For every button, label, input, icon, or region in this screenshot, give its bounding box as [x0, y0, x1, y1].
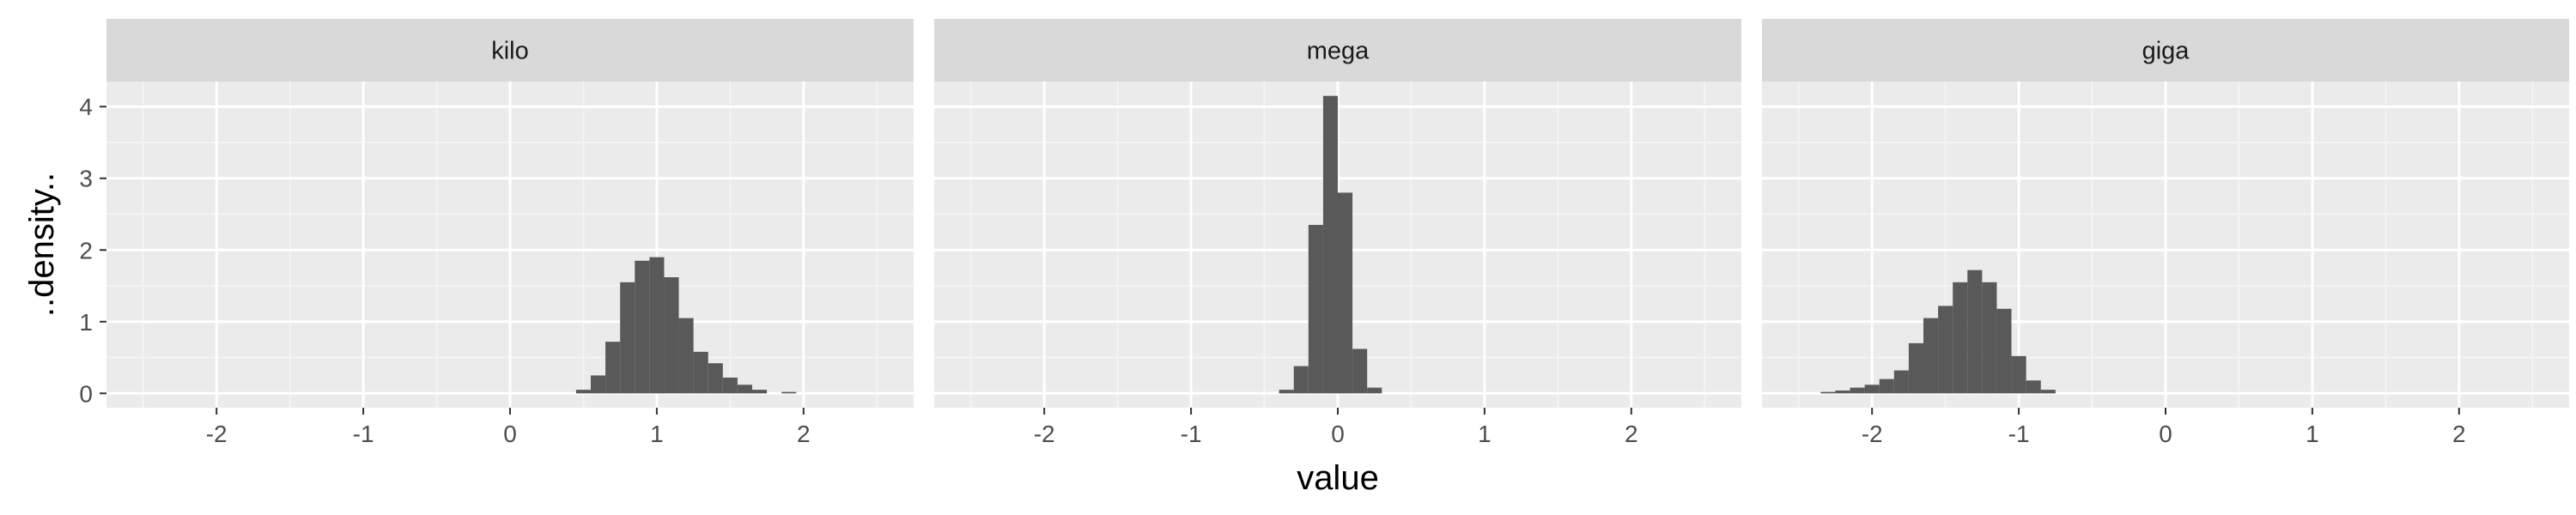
y-tick-label: 1	[79, 309, 93, 336]
x-tick-label: 1	[2306, 421, 2319, 447]
histogram-bar	[1279, 390, 1294, 394]
histogram-bar	[1864, 385, 1880, 394]
x-tick-label: -2	[1862, 421, 1883, 447]
y-tick-label: 2	[79, 237, 93, 264]
histogram-bar	[1923, 318, 1939, 394]
x-tick-label: -2	[206, 421, 228, 447]
facet-strip-label: mega	[1307, 38, 1370, 65]
histogram-bar	[1293, 366, 1309, 394]
x-tick-label: -1	[1181, 421, 1202, 447]
histogram-bar	[575, 390, 591, 394]
facet-strip-label: giga	[2142, 38, 2190, 65]
histogram-bar	[1338, 192, 1353, 394]
facet-strip	[1762, 19, 2569, 82]
x-tick-label: 2	[2452, 421, 2466, 447]
facet-strip	[934, 19, 1741, 82]
histogram-bar	[1352, 348, 1368, 394]
x-tick-label: 1	[1478, 421, 1492, 447]
x-tick-label: 1	[650, 421, 664, 447]
x-tick-label: 2	[1625, 421, 1638, 447]
histogram-bar	[664, 277, 679, 394]
x-tick-label: -1	[353, 421, 374, 447]
histogram-bar	[781, 391, 797, 394]
histogram-bar	[752, 390, 768, 394]
histogram-bar	[2040, 390, 2056, 394]
histogram-bar	[620, 282, 635, 394]
histogram-bar	[635, 260, 650, 394]
histogram-bar	[1982, 282, 1997, 394]
histogram-bar	[1908, 342, 1923, 394]
histogram-bar	[2026, 380, 2041, 394]
histogram-bar	[1996, 308, 2012, 394]
histogram-bar	[649, 257, 665, 394]
x-tick-label: 0	[503, 421, 517, 447]
histogram-bar	[605, 342, 621, 394]
histogram-bar	[1879, 379, 1894, 394]
histogram-bar	[1893, 370, 1909, 394]
y-tick-label: 4	[79, 94, 93, 120]
x-tick-label: -1	[2008, 421, 2030, 447]
histogram-bar	[2011, 355, 2026, 394]
histogram-bar	[1322, 95, 1338, 394]
histogram-bar	[1850, 387, 1865, 394]
histogram-bar	[708, 363, 723, 394]
x-tick-label: 0	[2159, 421, 2172, 447]
histogram-bar	[693, 351, 708, 394]
histogram-bar	[1953, 282, 1968, 394]
facet-strip-label: kilo	[491, 38, 529, 65]
histogram-bar	[737, 385, 752, 394]
histogram-bar	[1967, 270, 1983, 394]
histogram-bar	[1367, 387, 1382, 394]
histogram-bar	[722, 377, 738, 394]
histogram-bar	[1820, 391, 1836, 394]
x-tick-label: 2	[797, 421, 811, 447]
x-axis-title: value	[1297, 459, 1379, 497]
histogram-bar	[1835, 390, 1850, 394]
histogram-bar	[1938, 306, 1953, 394]
facet-strip	[106, 19, 914, 82]
x-tick-label: 0	[1331, 421, 1345, 447]
histogram-bar	[678, 318, 694, 394]
y-tick-label: 3	[79, 166, 93, 192]
histogram-bar	[591, 375, 606, 394]
x-tick-label: -2	[1034, 421, 1055, 447]
y-axis-title: ..density..	[23, 173, 61, 317]
y-tick-label: 0	[79, 380, 93, 407]
histogram-bar	[1308, 225, 1323, 394]
